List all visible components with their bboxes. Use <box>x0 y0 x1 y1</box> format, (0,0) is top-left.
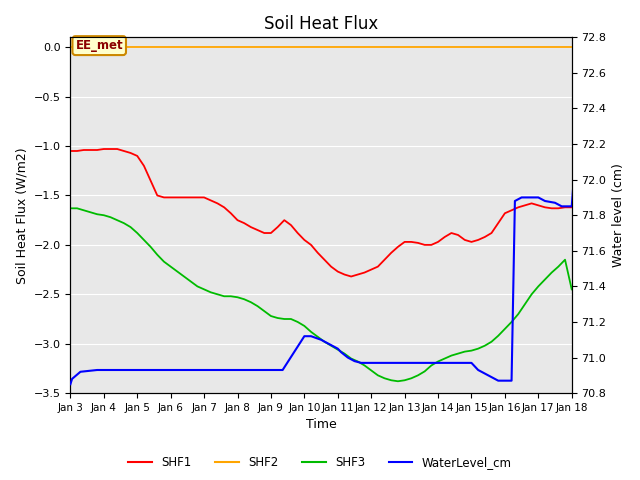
Title: Soil Heat Flux: Soil Heat Flux <box>264 15 378 33</box>
Y-axis label: Water level (cm): Water level (cm) <box>612 163 625 267</box>
Y-axis label: Soil Heat Flux (W/m2): Soil Heat Flux (W/m2) <box>15 147 28 284</box>
X-axis label: Time: Time <box>306 419 337 432</box>
Legend: SHF1, SHF2, SHF3, WaterLevel_cm: SHF1, SHF2, SHF3, WaterLevel_cm <box>124 452 516 474</box>
Text: EE_met: EE_met <box>76 39 123 52</box>
